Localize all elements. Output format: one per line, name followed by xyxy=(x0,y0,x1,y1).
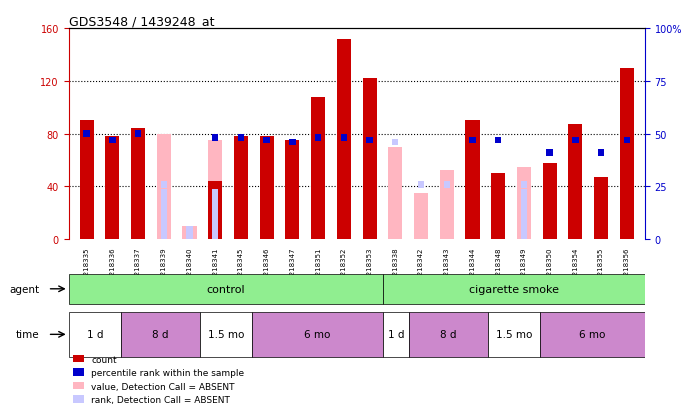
Text: control: control xyxy=(206,284,245,294)
Bar xyxy=(69,274,383,304)
Bar xyxy=(212,190,218,240)
Bar xyxy=(263,137,270,144)
Bar xyxy=(131,129,145,240)
Bar xyxy=(572,137,578,144)
Bar xyxy=(495,137,501,144)
Bar xyxy=(488,312,540,357)
Bar xyxy=(521,181,527,188)
Bar xyxy=(121,312,200,357)
Bar xyxy=(135,131,141,138)
Bar xyxy=(568,125,582,240)
Bar xyxy=(238,135,244,142)
Bar xyxy=(362,79,377,240)
Bar xyxy=(444,181,450,188)
Text: 6 mo: 6 mo xyxy=(305,330,331,339)
Bar xyxy=(289,139,296,146)
Text: 1 d: 1 d xyxy=(388,330,404,339)
Bar xyxy=(156,134,171,240)
Bar xyxy=(208,182,222,240)
Bar xyxy=(252,312,383,357)
Bar xyxy=(465,121,480,240)
Bar xyxy=(161,181,167,188)
Bar xyxy=(624,137,630,144)
Bar xyxy=(105,137,119,240)
Bar xyxy=(418,181,424,188)
Text: cigarette smoke: cigarette smoke xyxy=(469,284,559,294)
Text: 8 d: 8 d xyxy=(440,330,457,339)
Bar xyxy=(200,312,252,357)
Bar xyxy=(84,131,90,138)
Bar xyxy=(285,141,300,240)
Text: 1.5 mo: 1.5 mo xyxy=(208,330,244,339)
Bar xyxy=(547,150,553,157)
Text: time: time xyxy=(16,330,40,339)
Bar xyxy=(161,190,167,240)
Text: 1.5 mo: 1.5 mo xyxy=(496,330,532,339)
Bar xyxy=(383,312,409,357)
Bar xyxy=(234,137,248,240)
Text: 1 d: 1 d xyxy=(86,330,103,339)
Bar xyxy=(208,141,222,240)
Bar xyxy=(540,312,645,357)
Bar xyxy=(311,97,325,240)
Bar xyxy=(341,135,347,142)
Bar xyxy=(80,121,94,240)
Bar xyxy=(337,39,351,240)
Bar xyxy=(594,178,608,240)
Bar xyxy=(543,163,557,240)
Text: GDS3548 / 1439248_at: GDS3548 / 1439248_at xyxy=(69,15,214,28)
Bar xyxy=(619,69,634,240)
Bar xyxy=(388,147,403,240)
Bar xyxy=(315,135,321,142)
Bar xyxy=(469,137,475,144)
Bar xyxy=(259,137,274,240)
Bar xyxy=(521,190,527,240)
Bar xyxy=(409,312,488,357)
Bar xyxy=(392,139,399,146)
Bar xyxy=(517,167,531,240)
Text: agent: agent xyxy=(10,284,40,294)
Bar xyxy=(69,312,121,357)
Bar xyxy=(598,150,604,157)
Text: 8 d: 8 d xyxy=(152,330,169,339)
Bar xyxy=(187,226,193,240)
Bar xyxy=(182,226,197,240)
Bar xyxy=(109,137,115,144)
Bar xyxy=(491,174,506,240)
Bar xyxy=(212,135,218,142)
Bar xyxy=(414,193,428,240)
Bar xyxy=(383,274,645,304)
Bar xyxy=(440,171,454,240)
Bar xyxy=(366,137,372,144)
Text: 6 mo: 6 mo xyxy=(579,330,606,339)
Legend: count, percentile rank within the sample, value, Detection Call = ABSENT, rank, : count, percentile rank within the sample… xyxy=(73,355,244,404)
